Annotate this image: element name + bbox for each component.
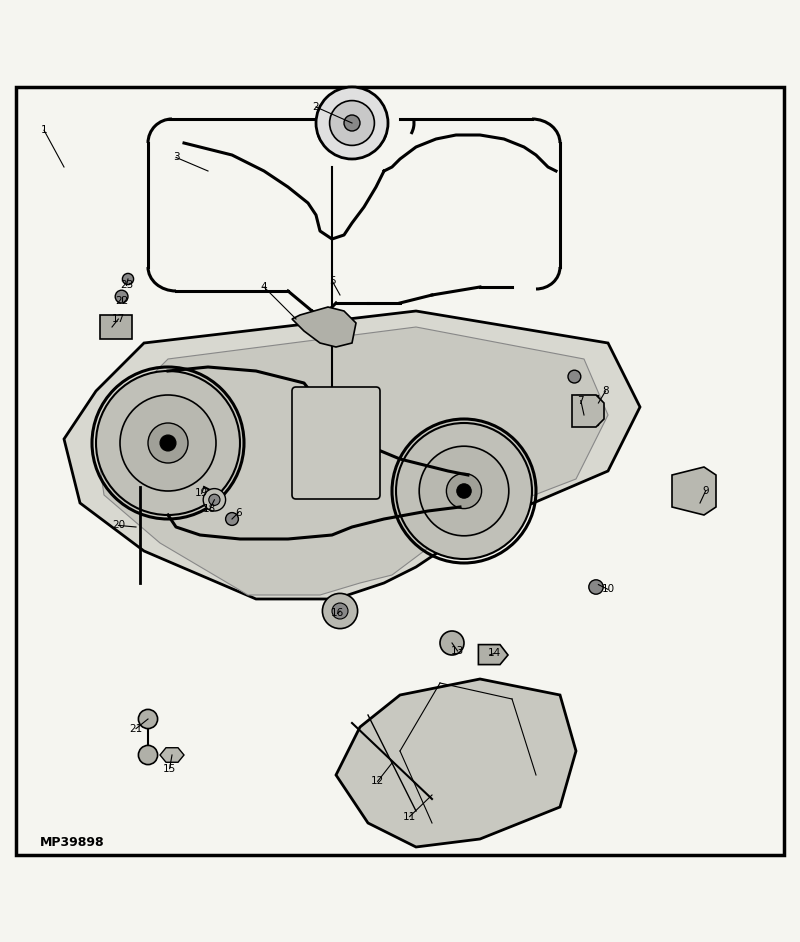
Text: 14: 14 bbox=[488, 648, 501, 658]
Circle shape bbox=[320, 431, 344, 455]
Text: 1: 1 bbox=[41, 125, 47, 136]
Text: 20: 20 bbox=[112, 520, 125, 530]
Polygon shape bbox=[100, 315, 132, 339]
Text: 11: 11 bbox=[403, 812, 416, 821]
Text: MP39898: MP39898 bbox=[40, 836, 105, 850]
Text: 18: 18 bbox=[203, 504, 216, 514]
Text: 9: 9 bbox=[702, 486, 709, 496]
Text: 4: 4 bbox=[261, 282, 267, 292]
Circle shape bbox=[396, 423, 532, 559]
Text: 16: 16 bbox=[331, 609, 344, 618]
Circle shape bbox=[332, 603, 348, 619]
Circle shape bbox=[138, 745, 158, 765]
Polygon shape bbox=[292, 307, 356, 347]
Circle shape bbox=[122, 273, 134, 284]
Polygon shape bbox=[572, 395, 604, 427]
Circle shape bbox=[440, 631, 464, 655]
Polygon shape bbox=[160, 748, 184, 762]
Circle shape bbox=[322, 593, 358, 628]
Polygon shape bbox=[336, 679, 576, 847]
Text: 10: 10 bbox=[602, 584, 614, 594]
Polygon shape bbox=[672, 467, 716, 515]
Text: 21: 21 bbox=[130, 723, 142, 734]
Circle shape bbox=[446, 474, 482, 509]
Text: 2: 2 bbox=[313, 102, 319, 112]
Polygon shape bbox=[96, 327, 608, 595]
Text: 8: 8 bbox=[602, 386, 609, 396]
Circle shape bbox=[138, 709, 158, 728]
Circle shape bbox=[344, 115, 360, 131]
Circle shape bbox=[589, 579, 603, 594]
Circle shape bbox=[457, 484, 471, 498]
Text: 12: 12 bbox=[371, 776, 384, 787]
Circle shape bbox=[226, 512, 238, 526]
Circle shape bbox=[419, 447, 509, 536]
Polygon shape bbox=[576, 395, 598, 425]
FancyBboxPatch shape bbox=[292, 387, 380, 499]
Circle shape bbox=[115, 290, 128, 303]
Circle shape bbox=[203, 489, 226, 511]
Text: 3: 3 bbox=[173, 153, 179, 162]
Text: 17: 17 bbox=[112, 314, 125, 324]
Circle shape bbox=[330, 101, 374, 145]
Circle shape bbox=[568, 370, 581, 383]
Circle shape bbox=[96, 371, 240, 515]
Circle shape bbox=[308, 419, 356, 467]
Text: 15: 15 bbox=[163, 764, 176, 773]
Polygon shape bbox=[64, 311, 640, 599]
Circle shape bbox=[120, 395, 216, 491]
Text: 19: 19 bbox=[195, 488, 208, 498]
Polygon shape bbox=[478, 644, 508, 665]
Text: 23: 23 bbox=[120, 281, 133, 290]
Text: 7: 7 bbox=[578, 396, 584, 406]
Circle shape bbox=[316, 87, 388, 159]
Circle shape bbox=[148, 423, 188, 463]
Text: 22: 22 bbox=[115, 297, 128, 306]
Text: 13: 13 bbox=[451, 646, 464, 656]
Text: 6: 6 bbox=[235, 508, 242, 517]
Circle shape bbox=[160, 435, 176, 451]
Text: 5: 5 bbox=[329, 276, 335, 285]
Circle shape bbox=[209, 495, 220, 506]
